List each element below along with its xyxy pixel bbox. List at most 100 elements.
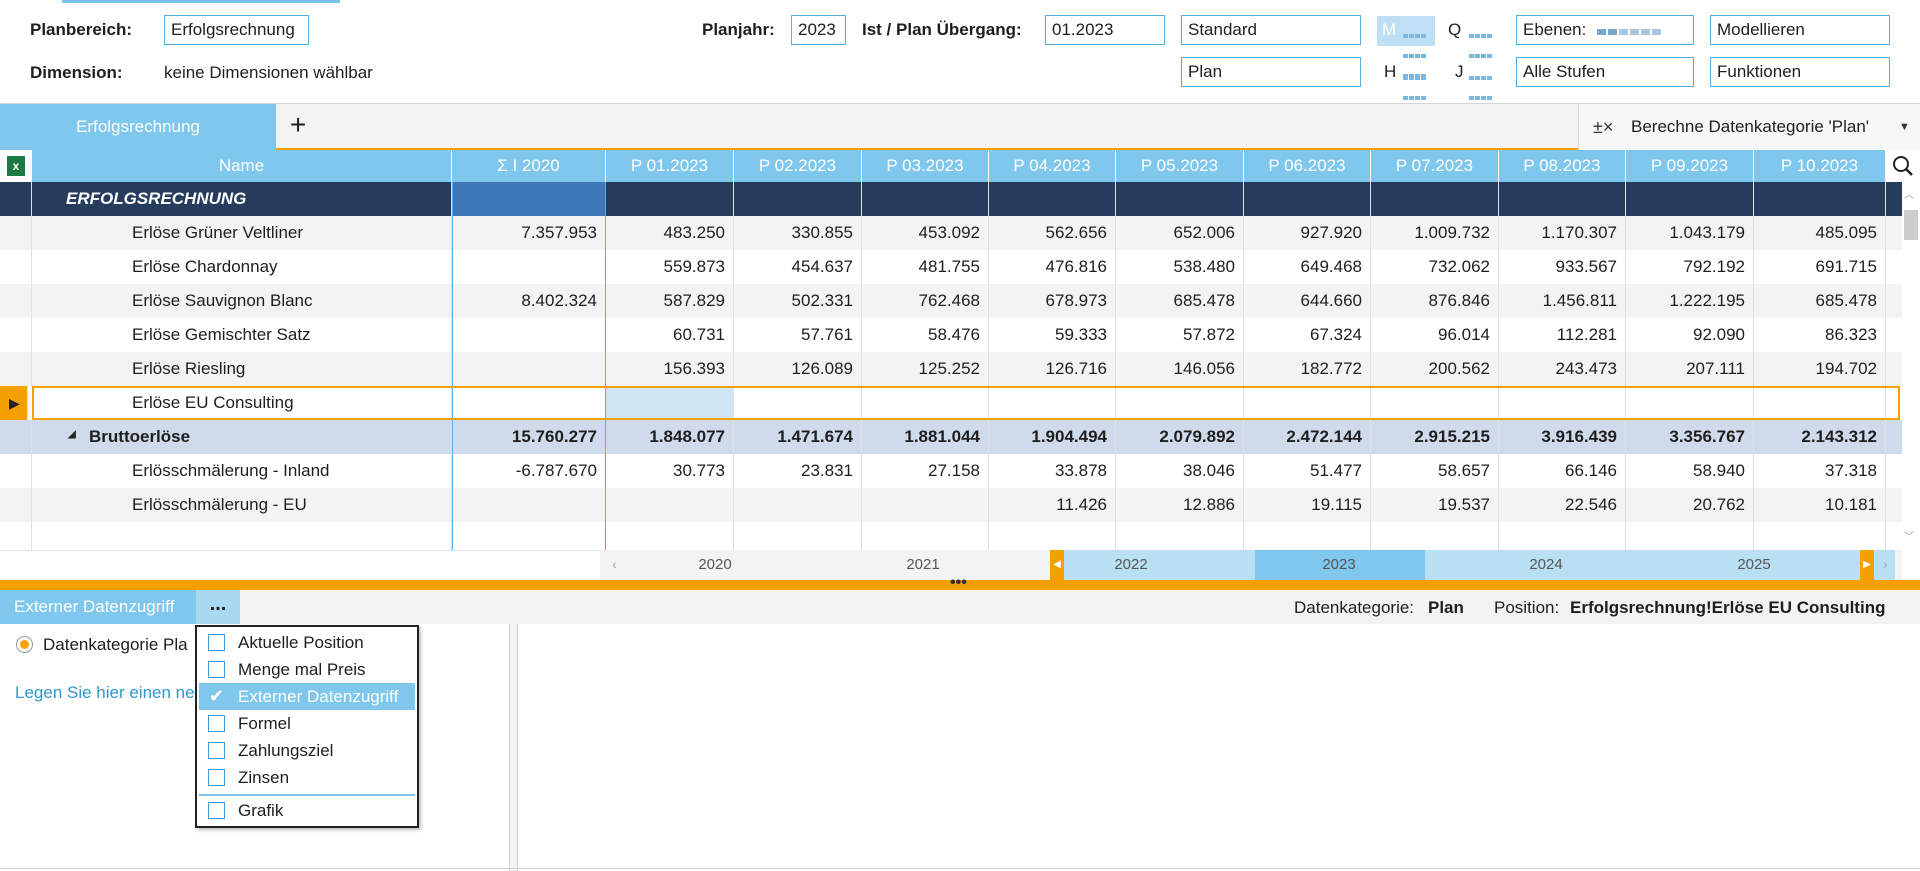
value-cell[interactable]: 453.092 [862, 216, 989, 250]
value-cell[interactable]: 51.477 [1244, 454, 1371, 488]
value-cell[interactable]: 59.333 [989, 318, 1116, 352]
row-name-cell[interactable]: Erlöse Grüner Veltliner [32, 216, 452, 250]
row-selector[interactable] [0, 454, 32, 488]
value-cell[interactable]: 559.873 [606, 250, 734, 284]
value-cell[interactable]: 691.715 [1754, 250, 1886, 284]
value-cell[interactable] [989, 386, 1116, 420]
range-start-handle[interactable]: ◀ [1050, 550, 1064, 580]
row-name-cell[interactable]: Erlöse EU Consulting [32, 386, 452, 420]
value-cell[interactable]: 1.471.674 [734, 420, 862, 454]
section-row[interactable]: ERFOLGSRECHNUNG [0, 182, 1902, 216]
value-cell[interactable]: 652.006 [1116, 216, 1244, 250]
value-cell[interactable]: 86.323 [1754, 318, 1886, 352]
row-name-cell[interactable]: Erlösschmälerung - EU [32, 488, 452, 522]
value-cell[interactable] [989, 182, 1116, 216]
value-cell[interactable]: 1.009.732 [1371, 216, 1499, 250]
menu-item-menge-mal-preis[interactable]: Menge mal Preis [199, 656, 415, 683]
row-selector[interactable] [0, 216, 32, 250]
row-selector[interactable] [0, 488, 32, 522]
uebergang-field[interactable]: 01.2023 [1045, 15, 1165, 45]
value-cell[interactable]: 60.731 [606, 318, 734, 352]
value-cell[interactable]: 3.356.767 [1626, 420, 1754, 454]
menu-item-zahlungsziel[interactable]: Zahlungsziel [199, 737, 415, 764]
value-cell[interactable] [1754, 386, 1886, 420]
value-cell[interactable] [1626, 182, 1754, 216]
value-cell[interactable] [862, 182, 989, 216]
column-header-p-06.2023[interactable]: P 06.2023 [1244, 150, 1371, 182]
value-cell[interactable] [606, 522, 734, 556]
column-header-p-01.2023[interactable]: P 01.2023 [606, 150, 734, 182]
value-cell[interactable]: 92.090 [1626, 318, 1754, 352]
column-header-p-03.2023[interactable]: P 03.2023 [862, 150, 989, 182]
column-header-p-09.2023[interactable]: P 09.2023 [1626, 150, 1754, 182]
value-cell[interactable] [1371, 386, 1499, 420]
table-row[interactable]: Erlöse Sauvignon Blanc 8.402.324 587.829 50… [0, 284, 1902, 318]
value-cell[interactable] [1754, 522, 1886, 556]
value-cell[interactable]: 762.468 [862, 284, 989, 318]
value-cell[interactable]: 57.761 [734, 318, 862, 352]
row-selector[interactable] [0, 250, 32, 284]
value-cell[interactable] [862, 488, 989, 522]
value-cell[interactable]: 485.095 [1754, 216, 1886, 250]
value-cell[interactable] [862, 386, 989, 420]
search-icon[interactable] [1886, 150, 1920, 182]
column-header-name[interactable]: Name [32, 150, 452, 182]
value-cell[interactable]: 38.046 [1116, 454, 1244, 488]
menu-item-grafik[interactable]: Grafik [199, 797, 415, 824]
value-cell[interactable]: 58.476 [862, 318, 989, 352]
value-cell[interactable]: 12.886 [1116, 488, 1244, 522]
column-header-sum-2020[interactable]: Σ I 2020 [452, 150, 606, 182]
tab-externer-datenzugriff[interactable]: Externer Datenzugriff [0, 590, 196, 624]
value-cell[interactable]: 125.252 [862, 352, 989, 386]
value-cell[interactable] [1244, 522, 1371, 556]
row-selector[interactable] [0, 182, 32, 216]
sum-cell[interactable] [452, 386, 606, 420]
table-row[interactable]: Erlöse Grüner Veltliner 7.357.953 483.250 3… [0, 216, 1902, 250]
value-cell[interactable]: 22.546 [1499, 488, 1626, 522]
row-name-cell[interactable]: Erlöse Chardonnay [32, 250, 452, 284]
value-cell[interactable]: 454.637 [734, 250, 862, 284]
pane-separator[interactable] [510, 624, 518, 871]
row-name-cell[interactable] [32, 522, 452, 556]
row-name-cell[interactable]: Erlöse Gemischter Satz [32, 318, 452, 352]
funktionen-button[interactable]: Funktionen [1710, 57, 1890, 87]
value-cell[interactable]: 685.478 [1116, 284, 1244, 318]
value-cell[interactable]: 1.848.077 [606, 420, 734, 454]
value-cell[interactable]: 927.920 [1244, 216, 1371, 250]
value-cell[interactable]: 649.468 [1244, 250, 1371, 284]
value-cell[interactable]: 2.079.892 [1116, 420, 1244, 454]
year-2023[interactable]: 2023 [1322, 556, 1356, 573]
scroll-up-icon[interactable]: ︿ [1904, 190, 1914, 201]
value-cell[interactable]: 483.250 [606, 216, 734, 250]
row-selector[interactable] [0, 318, 32, 352]
value-cell[interactable]: 33.878 [989, 454, 1116, 488]
value-cell[interactable] [734, 182, 862, 216]
value-cell[interactable] [1116, 386, 1244, 420]
value-cell[interactable]: 37.318 [1754, 454, 1886, 488]
value-cell[interactable]: 30.773 [606, 454, 734, 488]
sum-cell[interactable]: -6.787.670 [452, 454, 606, 488]
row-name-cell[interactable]: Erlöse Riesling [32, 352, 452, 386]
vertical-scroll-thumb[interactable] [1904, 210, 1918, 240]
sum-cell[interactable] [452, 488, 606, 522]
value-cell[interactable] [1499, 522, 1626, 556]
stufen-select[interactable]: Alle Stufen [1516, 57, 1694, 87]
datenkategorie-radio[interactable] [16, 636, 33, 653]
column-header-p-07.2023[interactable]: P 07.2023 [1371, 150, 1499, 182]
checkbox[interactable] [208, 769, 225, 786]
value-cell[interactable]: 194.702 [1754, 352, 1886, 386]
period-month-button[interactable]: M [1377, 16, 1435, 78]
value-cell[interactable]: 96.014 [1371, 318, 1499, 352]
value-cell[interactable]: 562.656 [989, 216, 1116, 250]
value-cell[interactable]: 58.940 [1626, 454, 1754, 488]
splitter-bar[interactable]: ••• [0, 574, 1920, 591]
calculate-category-button[interactable]: ±× Berechne Datenkategorie 'Plan' ▼ [1578, 104, 1920, 150]
value-cell[interactable]: 146.056 [1116, 352, 1244, 386]
value-cell[interactable] [1244, 182, 1371, 216]
value-cell[interactable]: 57.872 [1116, 318, 1244, 352]
value-cell[interactable]: 67.324 [1244, 318, 1371, 352]
value-cell[interactable]: 58.657 [1371, 454, 1499, 488]
value-cell[interactable] [1626, 386, 1754, 420]
value-cell[interactable]: 126.716 [989, 352, 1116, 386]
table-row[interactable]: ▶ Erlöse EU Consulting [0, 386, 1902, 420]
